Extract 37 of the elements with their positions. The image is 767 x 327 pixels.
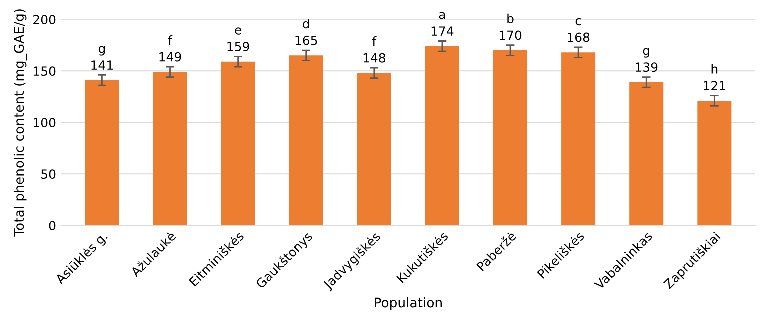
data-label: 121 [704,81,726,90]
data-label: 168 [568,32,590,42]
bar [698,100,732,226]
data-label: 170 [500,30,522,40]
bar [493,50,528,226]
annotation: a [439,12,446,20]
data-label: 141 [92,60,113,70]
bar [425,46,460,226]
y-axis-title: Total phenolic content (mg_GAE/g) [14,10,28,237]
bar [562,52,596,226]
bar [85,80,120,226]
data-label: 174 [432,26,454,36]
annotation: c [576,18,582,26]
annotation: f [168,35,173,45]
y-tick-label: 100 [34,118,56,128]
annotation: g [643,48,650,58]
data-label: 165 [296,36,318,46]
annotation: f [372,36,377,46]
x-axis-title: Population [375,298,442,310]
bar [630,82,664,226]
data-label: 149 [160,52,182,62]
annotation: g [98,46,106,56]
y-tick-label: 0 [49,221,56,231]
annotation: e [235,28,242,35]
bar [289,56,324,226]
annotation: h [712,64,718,74]
annotation: d [303,18,310,29]
annotation: b [508,14,514,24]
y-tick-label: 150 [34,66,56,76]
data-label: 148 [364,53,386,63]
y-tick-label: 50 [42,170,56,180]
data-label: 139 [636,62,658,72]
y-tick-label: 200 [34,15,56,25]
data-label: 159 [228,42,250,52]
bar [357,73,392,226]
bar [221,62,256,226]
bar [153,72,188,226]
